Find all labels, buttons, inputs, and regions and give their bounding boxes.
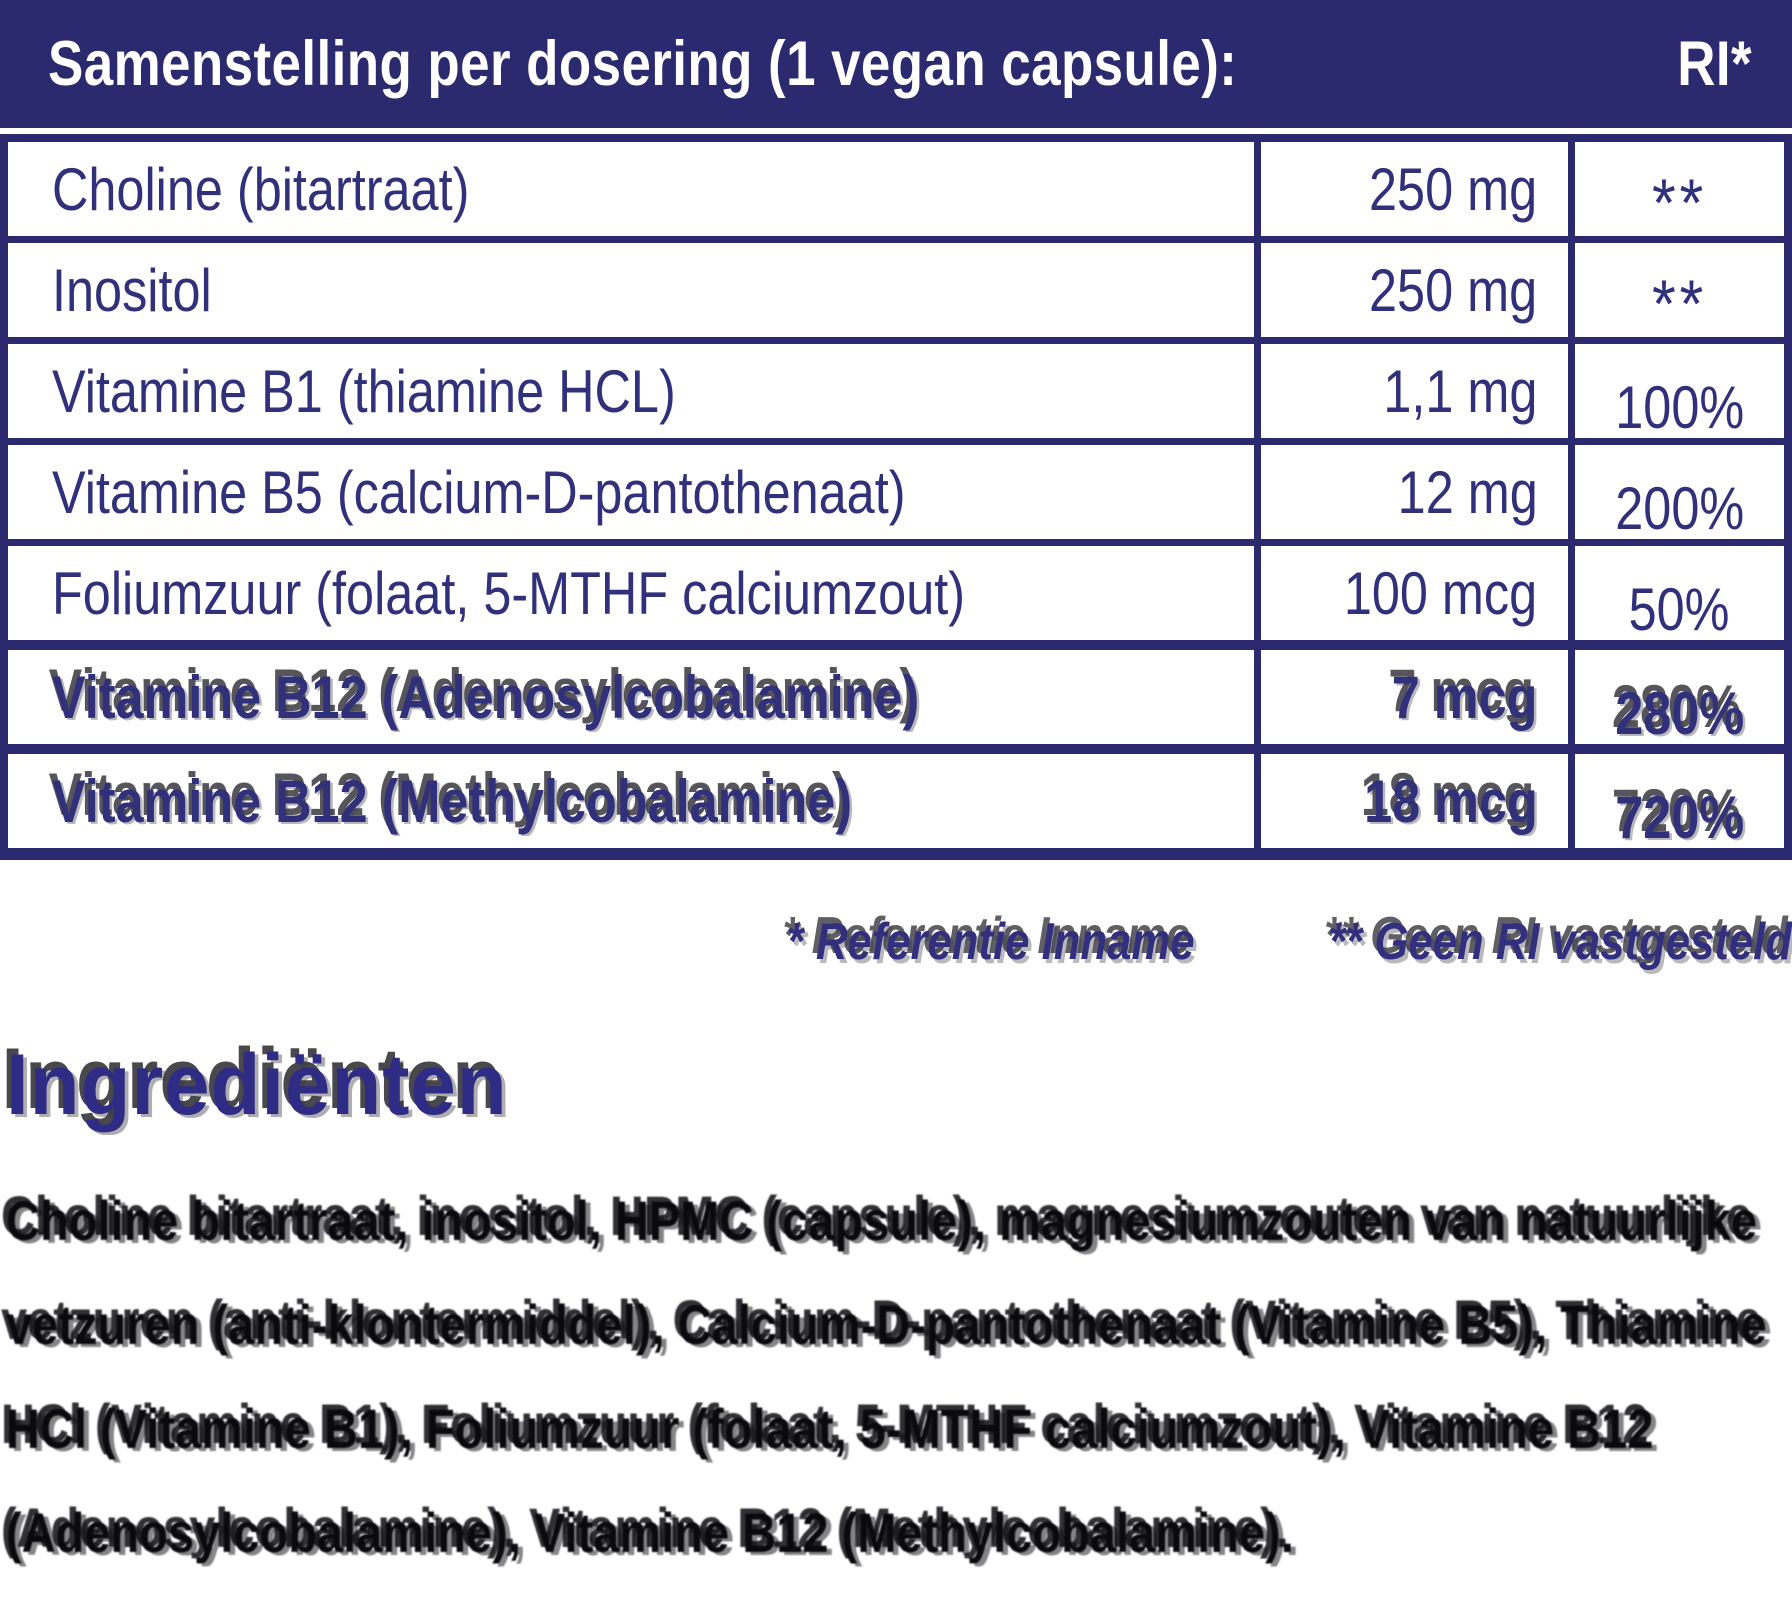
ingredient-name-cell: Vitamine B1 (thiamine HCL) <box>0 337 1262 445</box>
table-row: Choline (bitartraat) 250 mg ** <box>0 134 1792 243</box>
table-row: Vitamine B5 (calcium-D-pantothenaat) 12 … <box>0 438 1792 546</box>
table-row: Foliumzuur (folaat, 5-MTHF calciumzout) … <box>0 539 1792 649</box>
ingredient-name-cell: Vitamine B5 (calcium-D-pantothenaat) <box>0 438 1262 546</box>
ingredient-name-cell: Foliumzuur (folaat, 5-MTHF calciumzout) <box>0 539 1262 649</box>
ingredient-name-cell: Vitamine B12 (Adenosylcobalamine) <box>0 640 1262 753</box>
ri-column-header: RI* <box>1677 29 1752 99</box>
ri-cell: 720% <box>1567 744 1792 858</box>
amount-cell: 18 mcg <box>1254 744 1575 858</box>
ri-cell: 280% <box>1567 640 1792 753</box>
ri-cell: 100% <box>1567 337 1792 445</box>
supplement-table-header: Samenstelling per dosering (1 vegan caps… <box>0 0 1792 128</box>
footnote-no-ri: ** Geen RI vastgesteld <box>1328 913 1792 971</box>
ri-cell: ** <box>1567 134 1792 243</box>
amount-cell: 7 mcg <box>1254 640 1575 753</box>
table-row: Vitamine B12 (Methylcobalamine) 18 mcg 7… <box>0 744 1792 858</box>
amount-cell: 1,1 mg <box>1254 337 1575 445</box>
table-row: Inositol 250 mg ** <box>0 236 1792 344</box>
table-title: Samenstelling per dosering (1 vegan caps… <box>48 29 1238 99</box>
amount-cell: 100 mcg <box>1254 539 1575 649</box>
ingredients-paragraph: Choline bitartraat, inositol, HPMC (caps… <box>6 1189 1767 1564</box>
amount-cell: 250 mg <box>1254 236 1575 344</box>
ingredients-heading: Ingrediënten <box>6 1037 508 1133</box>
ri-cell: 50% <box>1567 539 1792 649</box>
ingredient-name-cell: Inositol <box>0 236 1262 344</box>
footnote-line: * Referentie Inname ** Geen RI vastgestel… <box>0 912 1792 972</box>
amount-cell: 12 mg <box>1254 438 1575 546</box>
ri-cell: 200% <box>1567 438 1792 546</box>
composition-table: Choline (bitartraat) 250 mg ** Inositol … <box>0 134 1792 860</box>
ingredient-name-cell: Choline (bitartraat) <box>0 134 1262 243</box>
ingredient-name-cell: Vitamine B12 (Methylcobalamine) <box>0 744 1262 858</box>
footnote-reference-intake: * Referentie Inname <box>786 913 1194 971</box>
ri-cell: ** <box>1567 236 1792 344</box>
table-row: Vitamine B12 (Adenosylcobalamine) 7 mcg … <box>0 640 1792 753</box>
amount-cell: 250 mg <box>1254 134 1575 243</box>
table-row: Vitamine B1 (thiamine HCL) 1,1 mg 100% <box>0 337 1792 445</box>
